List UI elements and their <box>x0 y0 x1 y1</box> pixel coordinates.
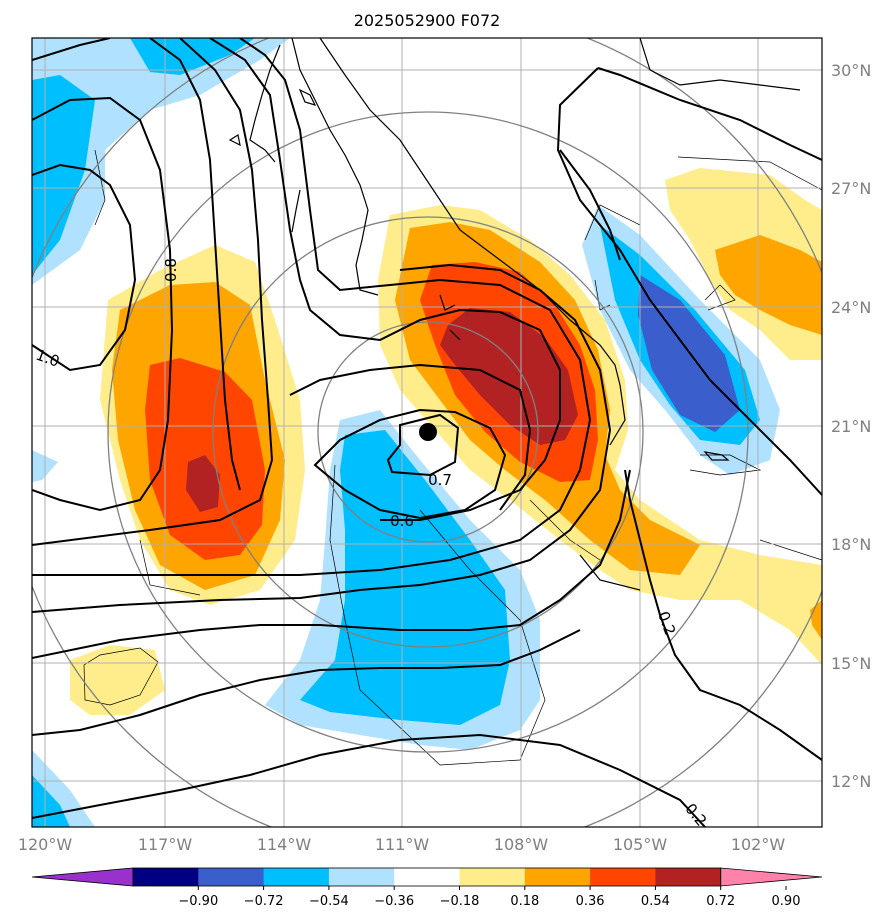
colorbar-segment <box>328 868 395 886</box>
colorbar-extend-max <box>720 867 823 887</box>
contour-label: 0.6 <box>390 512 414 530</box>
lon-tick-label: 117°W <box>138 835 193 854</box>
colorbar-outline <box>132 867 722 887</box>
map-plot-area: 0.8 1.0 0.7 0.6 0.2 0.2 <box>32 38 822 827</box>
colorbar-tick-label: 0.90 <box>772 894 801 909</box>
figure-title: 2025052900 F072 <box>354 11 501 30</box>
colorbar-segment <box>590 868 656 886</box>
plot-frame <box>31 37 823 828</box>
lat-tick-label: 27°N <box>831 179 871 198</box>
lat-tick-label: 30°N <box>831 61 871 80</box>
colorbar-segment <box>524 868 591 886</box>
lat-tick-label: 24°N <box>831 298 871 317</box>
colorbar-tick-label: −0.36 <box>374 894 414 909</box>
colorbar-segment <box>655 868 722 886</box>
lon-tick-label: 111°W <box>375 835 430 854</box>
mainland-mexico-coast <box>319 38 626 446</box>
colorbar: −0.90 −0.72 −0.54 −0.36 −0.18 0.18 0.36 0.54 0.7… <box>31 867 823 909</box>
colorbar-segment <box>133 868 199 886</box>
negative-region-northwest <box>32 38 290 285</box>
storm-center-marker <box>419 423 437 441</box>
range-rings <box>32 38 822 827</box>
lat-lon-grid <box>32 38 822 827</box>
contour-lines <box>32 38 822 827</box>
colorbar-tick-label: −0.72 <box>244 894 284 909</box>
lon-tick-label: 105°W <box>613 835 668 854</box>
colorbar-tick-label: 0.36 <box>576 894 605 909</box>
colorbar-segment <box>198 868 265 886</box>
lon-tick-label: 108°W <box>494 835 549 854</box>
contour-label: 0.7 <box>428 471 452 489</box>
contour-label: 0.8 <box>162 258 180 282</box>
lat-tick-label: 18°N <box>831 535 871 554</box>
lat-tick-label: 12°N <box>831 772 871 791</box>
colorbar-segment <box>459 868 526 886</box>
colorbar-tick-label: −0.54 <box>309 894 349 909</box>
coastline <box>228 38 801 591</box>
colorbar-tick-label: −0.18 <box>440 894 480 909</box>
colorbar-segment <box>394 868 460 886</box>
lon-tick-label: 120°W <box>18 835 73 854</box>
colorbar-tick-label: 0.72 <box>706 894 735 909</box>
colorbar-tick-label: 0.54 <box>641 894 670 909</box>
colorbar-extend-min <box>31 867 134 887</box>
shaded-outlines <box>83 149 822 766</box>
lat-tick-label: 15°N <box>831 654 871 673</box>
lat-tick-label: 21°N <box>831 417 871 436</box>
lon-tick-label: 114°W <box>257 835 312 854</box>
latitude-axis: 12°N 15°N 18°N 21°N 24°N 27°N 30°N <box>831 61 871 791</box>
longitude-axis: 120°W 117°W 114°W 111°W 108°W 105°W 102°… <box>18 835 786 854</box>
lon-tick-label: 102°W <box>731 835 786 854</box>
colorbar-tick-label: 0.18 <box>510 894 539 909</box>
colorbar-tick-label: −0.90 <box>178 894 218 909</box>
colorbar-segment <box>263 868 330 886</box>
baja-california-coast <box>291 38 379 296</box>
